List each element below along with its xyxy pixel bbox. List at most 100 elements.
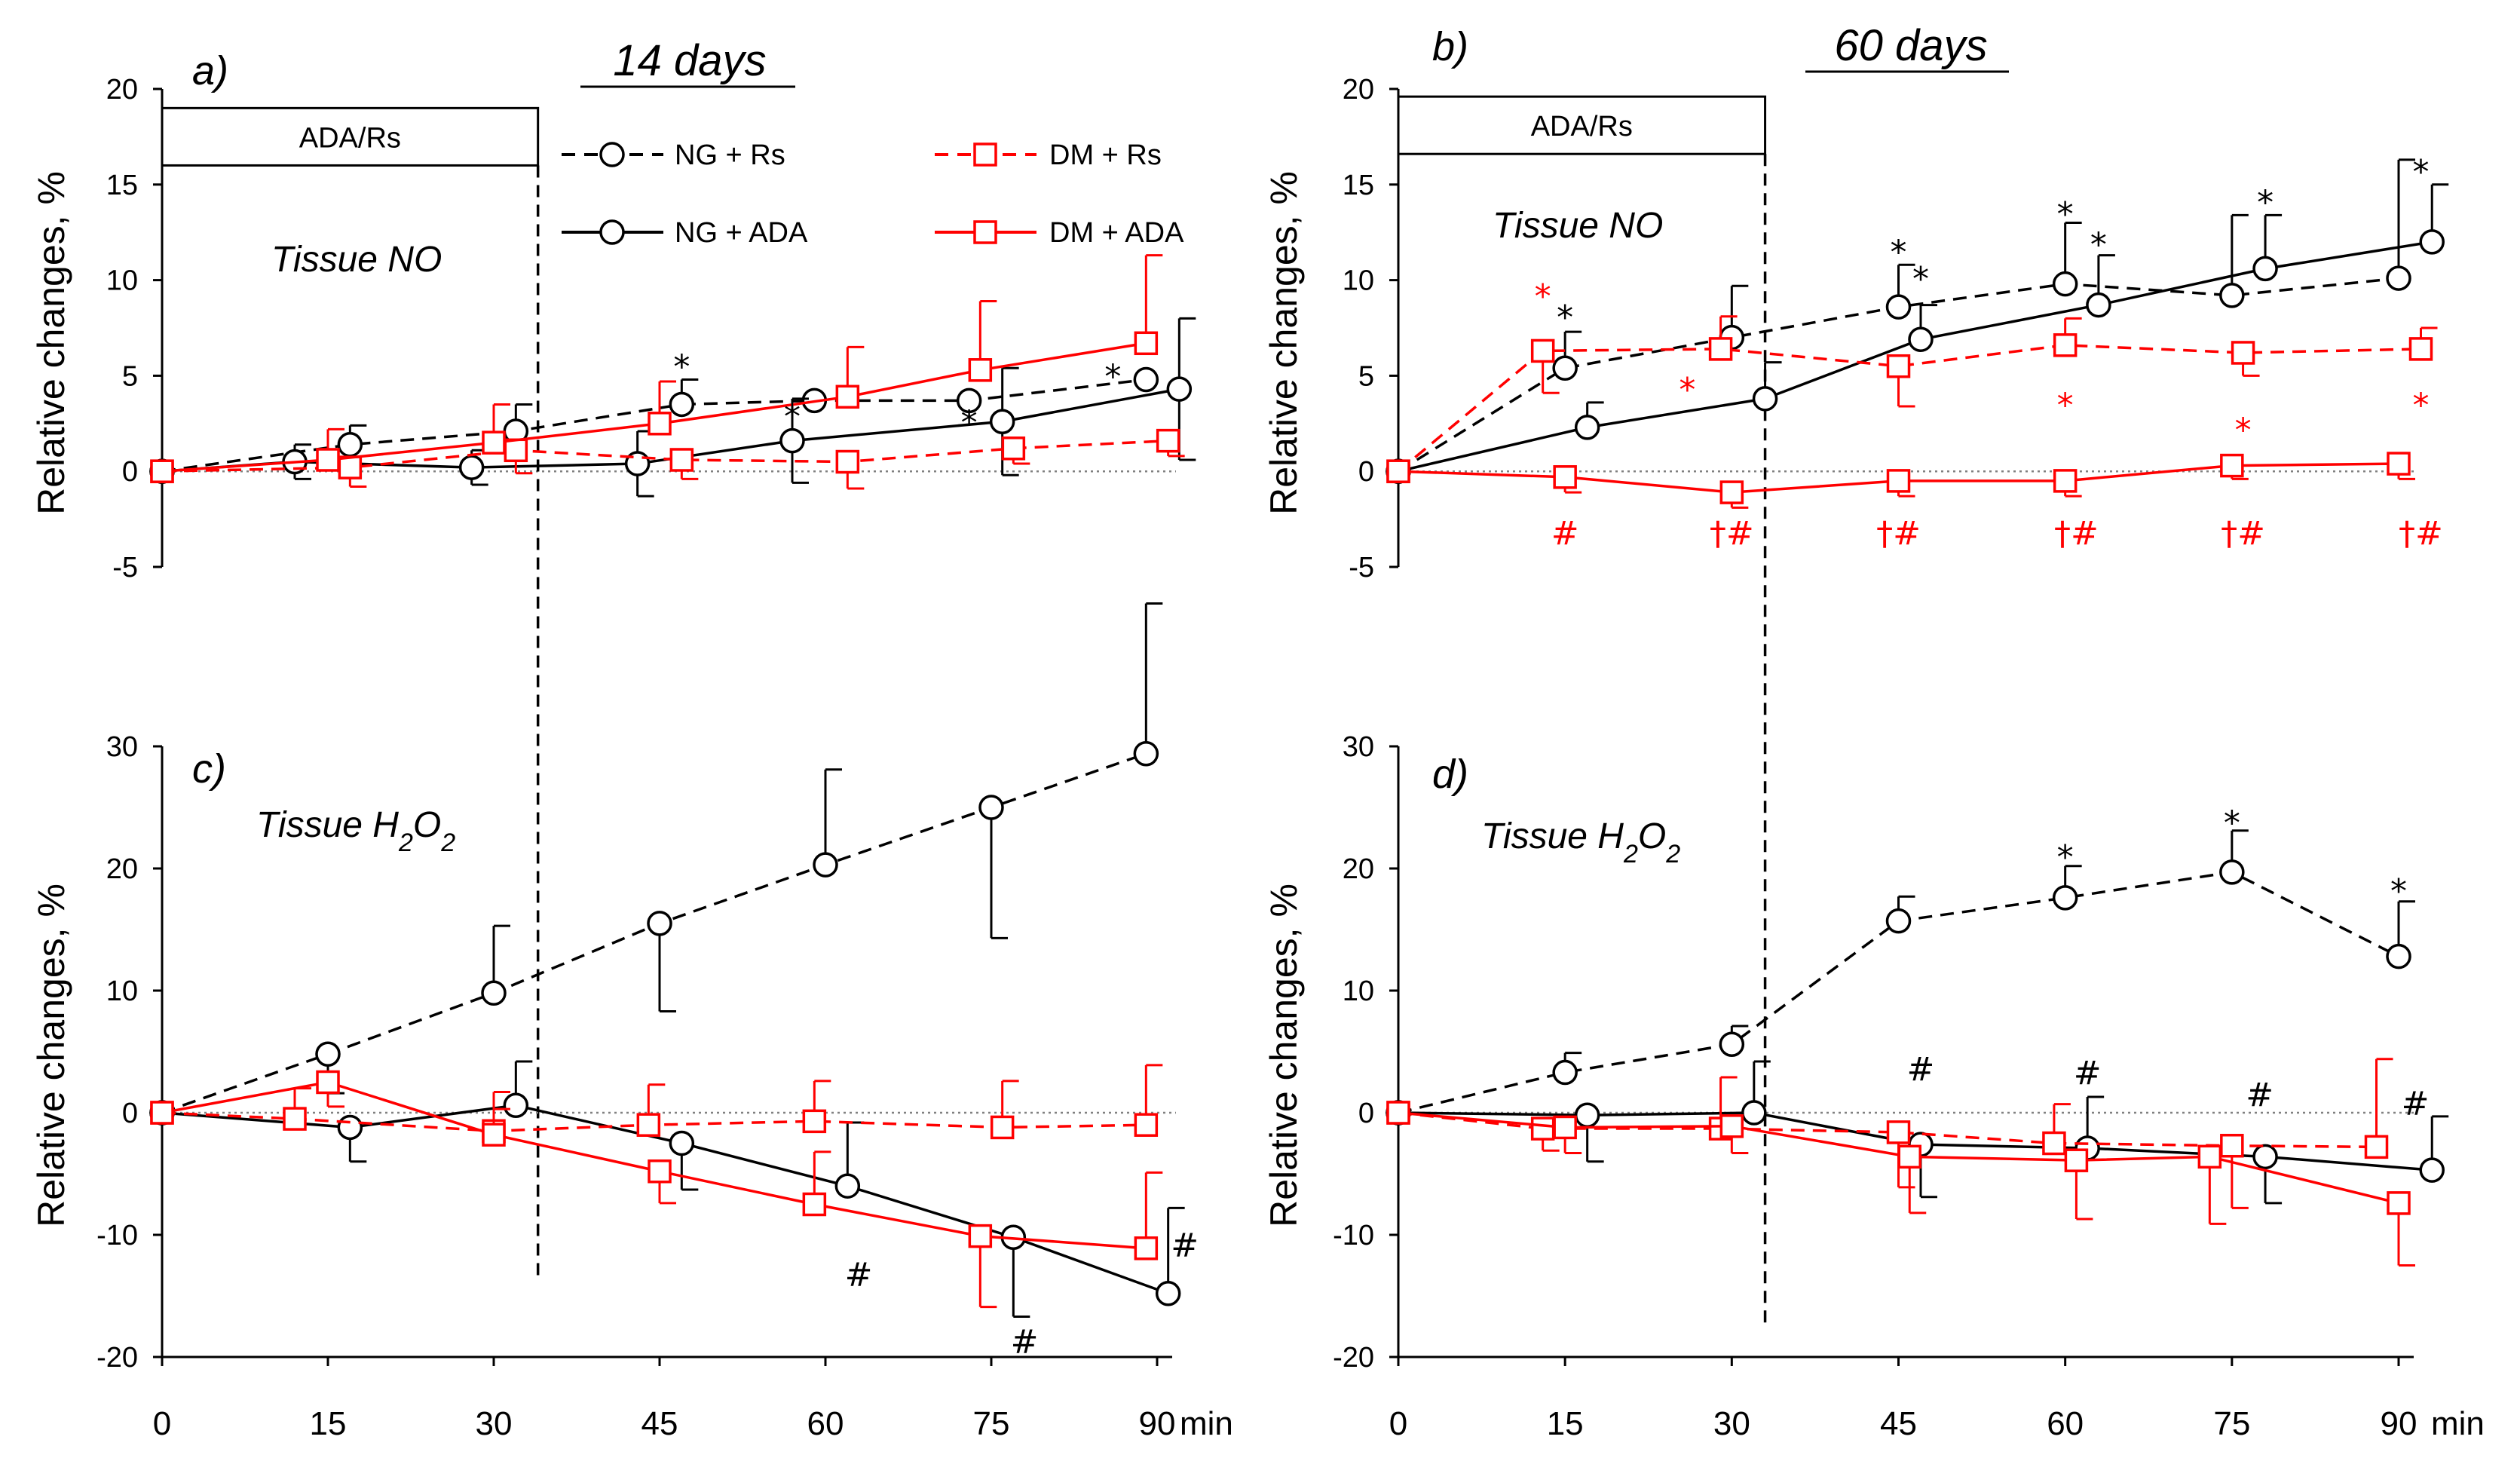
point-b-ng-rs-6 [2386,265,2411,291]
x-tick-label-d-6: 90 [2381,1405,2417,1442]
point-a-ng-ada-2 [458,455,485,480]
point-c-dm-rs-1 [283,1107,307,1131]
point-c-dm-ada-5 [968,1224,993,1248]
legend: NG + Rs DM + Rs NG + ADA DM + ADA [562,139,1184,249]
panel-c: -20 -10 0 10 20 30 0 15 30 45 60 75 90 c) Tissue H2O2 #… [96,602,1199,1442]
point-d-ng-ada-5 [2252,1144,2278,1170]
significance-mark-b-1: * [1557,299,1573,337]
point-b-ng-ada-3 [1908,326,1934,352]
point-c-ng-rs-2 [481,980,507,1006]
point-b-ng-rs-4 [2052,271,2078,297]
point-c-dm-rs-3 [636,1113,661,1137]
point-c-dm-ada-4 [802,1192,827,1217]
significance-mark-b-2: * [1679,371,1695,409]
legend-item-ng-ada: NG + ADA [562,217,808,249]
y-tick-label-c-0: -20 [96,1342,138,1374]
y-tick-label-c-4: 20 [106,853,138,885]
y-tick-label-a-5: 20 [106,74,138,106]
y-tick-label-d-3: 10 [1343,976,1374,1007]
point-c-ng-ada-2 [503,1092,529,1119]
point-c-ng-ada-4 [834,1173,861,1199]
point-c-dm-ada-0 [150,1101,174,1125]
panel-label-a: a) [192,48,228,93]
point-b-ng-ada-2 [1752,386,1778,412]
series-c-dm-ada [150,1070,1163,1309]
y-axis-label-a: Relative changes, % [30,171,72,515]
point-c-ng-rs-6 [1133,740,1159,767]
significance-mark-a-0: * [673,348,690,387]
point-d-dm-rs-3 [1886,1120,1911,1144]
point-c-dm-ada-3 [648,1159,672,1184]
point-c-ng-rs-5 [978,795,1004,820]
panel-a: -5 0 5 10 15 20 a) Tissue NO ADA/Rs * * * * [106,48,1196,1282]
point-b-dm-ada-4 [2053,469,2078,493]
point-d-dm-ada-2 [1719,1114,1744,1138]
point-d-ng-rs-2 [1719,1031,1745,1058]
y-axis-label-b: Relative changes, % [1263,171,1305,515]
y-tick-label-a-4: 15 [106,170,138,201]
significance-mark-b-3: * [1891,234,1907,272]
point-b-dm-rs-2 [1708,337,1733,361]
point-b-dm-rs-3 [1886,354,1911,378]
y-tick-label-c-2: 0 [122,1098,138,1129]
x-tick-label-c-3: 45 [641,1405,678,1442]
significance-mark-b-13: †# [1710,514,1754,553]
point-d-dm-rs-5 [2220,1133,2244,1158]
panel-title-c: Tissue H2O2 [256,805,455,857]
significance-mark-b-16: †# [2221,514,2265,553]
point-b-dm-rs-1 [1530,338,1555,363]
legend-marker-ng-rs [599,142,625,167]
significance-mark-a-1: * [784,398,801,436]
point-b-dm-rs-6 [2408,337,2433,361]
panel-title-d: Tissue H2O2 [1481,816,1680,868]
significance-mark-a-2: * [961,403,978,442]
significance-mark-d-0: * [2057,838,2074,877]
point-d-dm-ada-3 [1897,1144,1921,1169]
point-d-ng-ada-6 [2419,1157,2445,1183]
y-tick-label-d-0: -20 [1333,1342,1374,1374]
point-b-dm-ada-1 [1553,465,1577,489]
series-c-dm-rs [150,1064,1163,1144]
point-d-dm-rs-6 [2364,1135,2389,1159]
significance-mark-b-4: * [1912,260,1929,299]
significance-mark-d-3: # [1907,1051,1935,1089]
point-c-dm-ada-6 [1134,1236,1159,1260]
point-c-dm-ada-1 [316,1070,340,1095]
legend-label-dm-ada: DM + ADA [1049,217,1184,249]
point-a-dm-ada-6 [1134,331,1159,356]
point-a-dm-ada-1 [316,448,340,472]
series-d-dm-rs [1386,1058,2393,1209]
x-tick-label-c-1: 15 [310,1405,347,1442]
x-tick-label-d-1: 15 [1547,1405,1584,1442]
point-d-dm-ada-0 [1386,1101,1410,1125]
significance-mark-b-9: * [2057,386,2074,424]
panel-title-b: Tissue NO [1493,206,1663,246]
y-tick-label-b-4: 15 [1343,170,1374,201]
series-line-a-dm-ada [161,342,1147,473]
point-b-dm-ada-0 [1386,459,1410,483]
point-c-ng-ada-3 [669,1130,695,1156]
significance-mark-d-6: # [2402,1085,2430,1123]
point-d-dm-rs-1 [1530,1116,1555,1141]
y-tick-label-c-5: 30 [106,731,138,763]
point-b-ng-ada-5 [2252,256,2278,282]
point-a-dm-ada-3 [648,412,672,436]
panel-label-d: d) [1432,752,1468,797]
y-tick-label-a-2: 5 [122,360,138,392]
point-c-dm-rs-6 [1134,1113,1159,1137]
point-a-dm-rs-6 [1156,428,1180,453]
point-b-ng-rs-3 [1885,294,1912,320]
x-tick-label-c-6: 90 [1139,1405,1176,1442]
point-a-ng-rs-3 [669,391,695,418]
y-tick-label-b-2: 5 [1358,360,1374,392]
y-tick-label-b-3: 10 [1343,265,1374,297]
significance-mark-b-6: * [2090,225,2107,264]
ada-rs-box-a [161,106,540,167]
panel-label-b: b) [1432,24,1468,69]
panel-label-c: c) [192,746,226,792]
y-axis-label-c: Relative changes, % [30,884,72,1227]
point-a-dm-rs-4 [835,449,860,474]
significance-mark-b-15: †# [2054,514,2099,553]
y-tick-label-b-1: 0 [1358,456,1374,488]
